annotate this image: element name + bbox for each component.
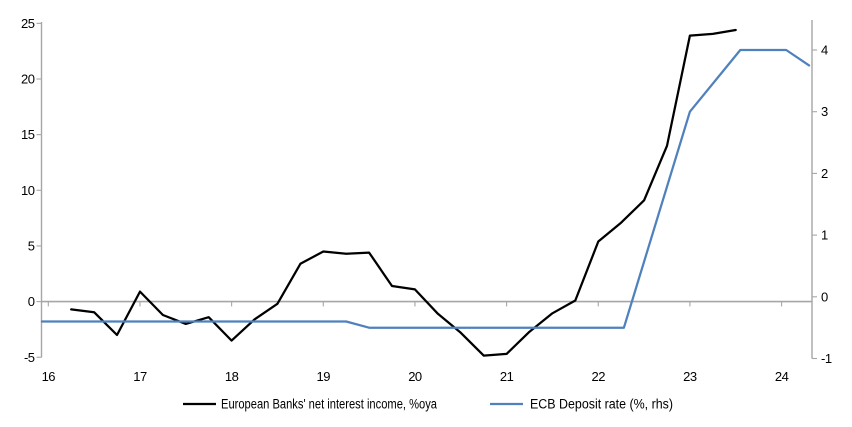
series-line-ecb-deposit-rate: [40, 48, 811, 329]
series-lines: [40, 28, 811, 357]
right-axis-tick-label: 3: [821, 104, 828, 119]
x-axis-tick-label: 18: [225, 369, 239, 384]
x-axis-tick-label: 24: [775, 369, 789, 384]
left-axis-tick-label: 10: [21, 183, 35, 198]
right-axis-tick-label: 1: [821, 228, 828, 243]
right-axis-tick-label: 2: [821, 166, 828, 181]
left-axis-tick-label: 25: [21, 16, 35, 31]
series-line-net-interest-income: [70, 28, 737, 357]
x-axis-tick-label: 20: [408, 369, 422, 384]
legend-label-ecb-deposit-rate: ECB Deposit rate (%, rhs): [530, 397, 673, 412]
x-axis-tick-label: 16: [42, 369, 56, 384]
x-axis-tick-label: 19: [317, 369, 331, 384]
left-axis-tick-label: 15: [21, 127, 35, 142]
legend: European Banks' net interest income, %oy…: [183, 397, 673, 412]
x-axis-tick-label: 17: [133, 369, 147, 384]
left-axis-tick-label: 0: [28, 294, 35, 309]
x-axis-tick-label: 22: [592, 369, 606, 384]
right-axis-tick-label: 0: [821, 289, 828, 304]
legend-label-net-interest-income: European Banks' net interest income, %oy…: [221, 397, 437, 412]
x-axis-tick-label: 23: [683, 369, 697, 384]
x-axis-tick-label: 21: [500, 369, 514, 384]
left-axis-tick-label: 5: [28, 238, 35, 253]
right-axis-tick-label: 4: [821, 43, 828, 58]
left-axis-tick-label: -5: [24, 350, 35, 365]
right-axis-tick-label: -1: [821, 351, 832, 366]
left-axis-tick-label: 20: [21, 72, 35, 87]
